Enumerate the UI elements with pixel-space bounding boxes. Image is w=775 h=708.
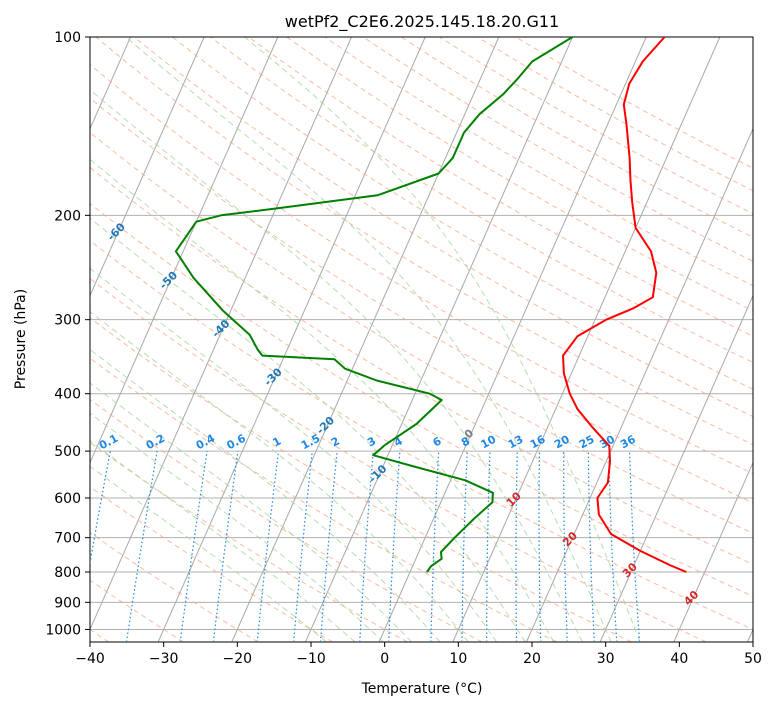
- dry-adiabat: [90, 97, 753, 504]
- y-tick-label: 800: [54, 565, 81, 581]
- axes: −40 −30 −20 −10 0 10 20 30 40 50 100 200 300 400 500 60…: [45, 30, 762, 667]
- x-tick-label: −30: [149, 651, 179, 667]
- dry-adiabat: [90, 240, 753, 630]
- y-tick-label: 100: [54, 30, 81, 46]
- mixing-ratio-label: 20: [552, 433, 572, 452]
- x-tick-label: −40: [75, 651, 105, 667]
- x-tick-label: 40: [670, 651, 688, 667]
- moist-adiabat: [244, 37, 641, 642]
- x-tick-label: −10: [296, 651, 326, 667]
- moist-adiabat: [90, 412, 384, 642]
- x-tick-label: 20: [523, 651, 541, 667]
- isotherm-line: [526, 127, 753, 642]
- isotherm-line: [231, 37, 500, 642]
- x-tick-label: 30: [597, 651, 615, 667]
- isotherm-line: [599, 294, 753, 642]
- mixing-ratio-label: 10: [479, 433, 499, 452]
- x-tick-label: −20: [223, 651, 253, 667]
- mixing-ratio-label: 25: [577, 433, 597, 452]
- mixing-ratio-line: [293, 451, 313, 642]
- x-tick-label: 0: [380, 651, 389, 667]
- y-axis-title: Pressure (hPa): [13, 289, 29, 389]
- y-tick-label: 300: [54, 313, 81, 329]
- mixing-ratio-label: 16: [528, 433, 548, 452]
- isotherm-line: [90, 37, 205, 297]
- dry-adiabat: [95, 37, 753, 446]
- x-tick-label: 50: [744, 651, 762, 667]
- dry-adiabat: [324, 37, 753, 287]
- dewpoint-profile-line: [174, 37, 574, 573]
- dry-adiabat: [90, 202, 753, 598]
- isotherm-line: [452, 37, 721, 642]
- isotherm-line: [90, 37, 352, 631]
- dry-adiabat: [248, 37, 753, 337]
- mixing-ratio-line: [256, 451, 280, 642]
- mixing-ratio-line: [212, 451, 239, 642]
- y-tick-label: 900: [54, 595, 81, 611]
- y-tick-label: 1000: [45, 622, 81, 638]
- dry-adiabat: [90, 486, 333, 642]
- isotherm-line: [90, 37, 279, 464]
- mixing-ratio-label: 13: [506, 433, 526, 452]
- isotherm-line: [305, 37, 573, 642]
- x-tick-label: 10: [449, 651, 467, 667]
- dry-adiabat: [90, 357, 558, 642]
- dry-adiabat: [90, 131, 753, 534]
- y-tick-label: 700: [54, 531, 81, 547]
- plot-frame: [89, 36, 754, 643]
- plot-area: [90, 37, 753, 642]
- dry-adiabat: [90, 166, 753, 565]
- y-tick-label: 400: [54, 387, 81, 403]
- mixing-ratio-layer: 0.1 0.2 0.4 0.6 1 1.5 2 3 4 6 8 10 13 16 20 25 30 36: [90, 432, 641, 642]
- isotherm-line: [378, 37, 647, 642]
- dry-adiabat: [171, 37, 753, 390]
- moist-adiabat: [90, 440, 356, 642]
- moist-adiabat: [90, 310, 469, 642]
- mixing-ratio-line: [319, 451, 338, 642]
- moist-adiabat: [125, 37, 612, 642]
- mixing-ratio-line: [179, 451, 208, 642]
- moist-adiabat: [90, 217, 526, 642]
- x-axis-title: Temperature (°C): [361, 681, 483, 697]
- dry-adiabat: [90, 317, 632, 642]
- y-tick-label: 500: [54, 444, 81, 460]
- dry-adiabat: [90, 579, 184, 642]
- mixing-ratio-label: 36: [618, 433, 638, 452]
- dry-adiabat: [90, 399, 483, 642]
- temperature-profile-line: [562, 37, 687, 573]
- y-tick-label: 200: [54, 208, 81, 224]
- moist-adiabat: [90, 267, 498, 642]
- y-tick-label: 600: [54, 491, 81, 507]
- chart-title: wetPf2_C2E6.2025.145.18.20.G11: [285, 12, 559, 32]
- isotherm-line: [673, 461, 753, 642]
- dry-adiabat: [90, 278, 707, 642]
- isotherm-line: [157, 37, 426, 642]
- moist-adiabat: [90, 158, 555, 642]
- mixing-ratio-line: [125, 450, 158, 642]
- series-layer: [174, 37, 687, 573]
